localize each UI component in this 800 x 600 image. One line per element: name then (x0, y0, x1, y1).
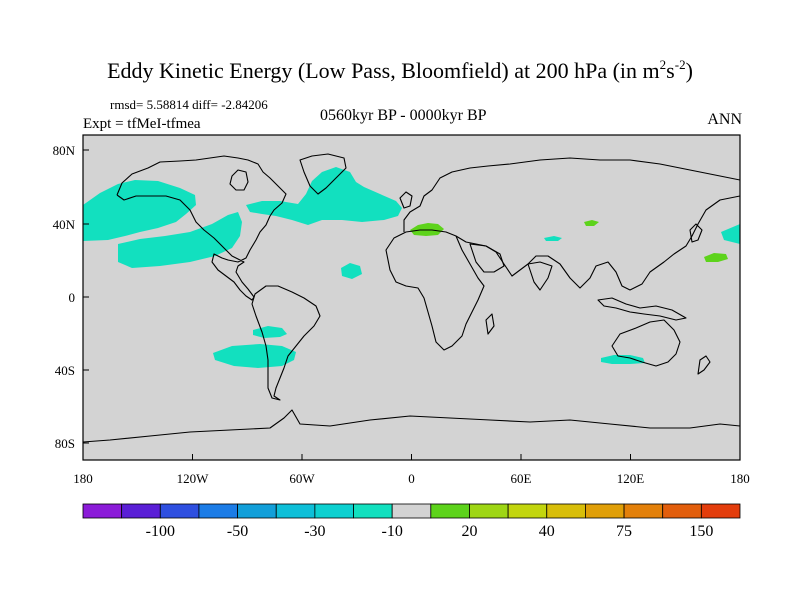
lat-tick-label: 0 (69, 290, 76, 305)
anomaly-south-of-australia (601, 355, 645, 364)
colorbar-swatch (546, 503, 586, 519)
season-label: ANN (707, 111, 742, 128)
coast-british-isles (399, 191, 413, 209)
colorbar: -100 -50 -30 -10 20 40 75 150 (82, 503, 741, 540)
period-label: 0560kyr BP - 0000kyr BP (320, 107, 487, 124)
colorbar-label: -30 (304, 523, 325, 540)
latitude-axis: 80N 40N 0 40S 80S (53, 143, 89, 451)
anomaly-subtropical-atlantic (341, 263, 362, 279)
colorbar-swatch (700, 503, 741, 519)
colorbar-swatch (469, 503, 509, 519)
statistics-line: rmsd= 5.58814 diff= -2.84206 (110, 97, 268, 112)
coast-australia (611, 319, 681, 367)
map-title: Eddy Kinetic Energy (Low Pass, Bloomfiel… (107, 57, 693, 83)
colorbar-swatch (662, 503, 702, 519)
anomaly-north-pacific (83, 180, 196, 241)
colorbar-swatch (430, 503, 470, 519)
colorbar-swatch (314, 503, 354, 519)
anomaly-south-pacific-large (213, 344, 296, 368)
colorbar-swatch (585, 503, 625, 519)
colorbar-swatch (391, 503, 432, 519)
anomaly-asia-small (584, 220, 599, 226)
coastlines (83, 153, 740, 443)
coast-japan (689, 223, 703, 243)
map-background (83, 135, 740, 460)
anomaly-east-pacific-band (118, 212, 242, 268)
colorbar-label: -50 (227, 523, 248, 540)
negative-anomaly-regions (83, 167, 740, 368)
colorbar-label: 40 (539, 523, 555, 540)
lon-tick-label: 120E (617, 471, 645, 486)
lat-tick-label: 40S (55, 363, 75, 378)
colorbar-swatch (275, 503, 316, 519)
coast-indonesia (597, 297, 687, 321)
coast-india (527, 261, 553, 291)
longitude-axis: 180 120W 60W 0 60E 120E 180 (73, 454, 750, 486)
colorbar-label: -10 (382, 523, 403, 540)
coast-arabia (469, 243, 505, 273)
anomaly-north-pacific-west (704, 253, 728, 262)
anomaly-south-pacific-small (253, 326, 287, 338)
colorbar-swatch (198, 503, 238, 519)
coast-new-zealand (697, 355, 711, 375)
anomaly-west-pacific-edge (721, 224, 740, 244)
anomaly-north-atlantic (246, 167, 402, 225)
colorbar-swatch (159, 503, 200, 519)
colorbar-swatch (82, 503, 123, 519)
lon-tick-label: 120W (177, 471, 210, 486)
lon-tick-label: 60W (289, 471, 315, 486)
coast-africa (385, 229, 485, 351)
coast-south-america (251, 285, 321, 401)
anomaly-central-asia (544, 236, 562, 241)
coast-antarctica (83, 409, 740, 443)
lon-tick-label: 60E (511, 471, 532, 486)
lon-tick-label: 180 (73, 471, 93, 486)
colorbar-swatch (353, 503, 393, 519)
lat-tick-label: 40N (53, 217, 76, 232)
experiment-label: Expt = tfMeI-tfmea (83, 116, 201, 132)
coast-madagascar (485, 313, 495, 335)
coast-north-america (116, 155, 287, 301)
colorbar-swatch (237, 503, 277, 519)
colorbar-swatch (121, 503, 161, 519)
colorbar-swatch (623, 503, 664, 519)
coast-hudson-bay (229, 169, 249, 191)
colorbar-swatch (507, 503, 548, 519)
coast-greenland (299, 153, 347, 195)
lat-tick-label: 80S (55, 436, 75, 451)
colorbar-label: 75 (616, 523, 632, 540)
colorbar-label: 20 (461, 523, 477, 540)
colorbar-label: 150 (689, 523, 713, 540)
colorbar-label: -100 (146, 523, 175, 540)
lon-tick-label: 180 (730, 471, 750, 486)
lat-tick-label: 80N (53, 143, 76, 158)
lon-tick-label: 0 (408, 471, 415, 486)
